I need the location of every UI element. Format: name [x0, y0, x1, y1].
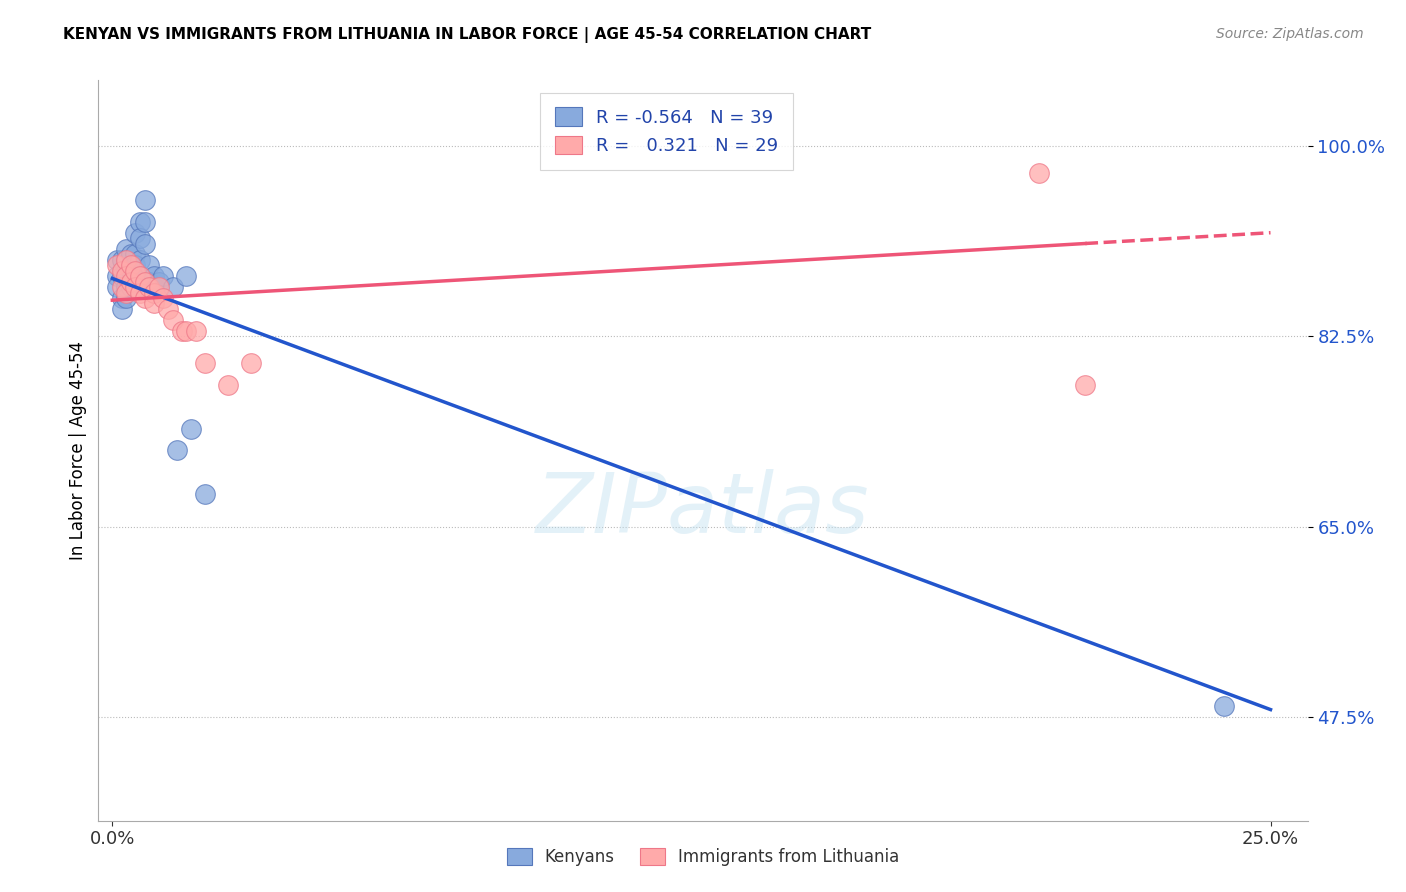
Point	[148, 280, 170, 294]
Point	[124, 280, 146, 294]
Point	[110, 280, 132, 294]
Point	[105, 280, 128, 294]
Point	[120, 280, 142, 294]
Point	[1213, 699, 1236, 714]
Point	[105, 252, 128, 267]
Legend: Kenyans, Immigrants from Lithuania: Kenyans, Immigrants from Lithuania	[498, 840, 908, 875]
Point	[152, 269, 174, 284]
Point	[105, 269, 128, 284]
Point	[115, 242, 138, 256]
Point	[115, 264, 138, 278]
Point	[138, 259, 160, 273]
Point	[115, 291, 138, 305]
Point	[129, 215, 152, 229]
Y-axis label: In Labor Force | Age 45-54: In Labor Force | Age 45-54	[69, 341, 87, 560]
Point	[124, 259, 146, 273]
Point	[120, 247, 142, 261]
Point	[134, 193, 156, 207]
Point	[143, 285, 166, 300]
Point	[110, 269, 132, 284]
Point	[176, 269, 198, 284]
Text: ZIPatlas: ZIPatlas	[536, 469, 870, 550]
Point	[138, 280, 160, 294]
Point	[105, 259, 128, 273]
Point	[152, 291, 174, 305]
Point	[115, 285, 138, 300]
Text: KENYAN VS IMMIGRANTS FROM LITHUANIA IN LABOR FORCE | AGE 45-54 CORRELATION CHART: KENYAN VS IMMIGRANTS FROM LITHUANIA IN L…	[63, 27, 872, 43]
Point	[184, 324, 207, 338]
Point	[110, 264, 132, 278]
Point	[180, 422, 202, 436]
Point	[134, 275, 156, 289]
Point	[143, 296, 166, 310]
Point	[143, 280, 166, 294]
Point	[110, 301, 132, 316]
Legend: R = -0.564   N = 39, R =   0.321   N = 29: R = -0.564 N = 39, R = 0.321 N = 29	[540, 93, 793, 169]
Point	[176, 324, 198, 338]
Point	[194, 487, 217, 501]
Point	[240, 356, 263, 370]
Point	[138, 275, 160, 289]
Point	[129, 252, 152, 267]
Point	[134, 236, 156, 251]
Point	[148, 275, 170, 289]
Point	[162, 313, 184, 327]
Point	[129, 285, 152, 300]
Point	[120, 275, 142, 289]
Point	[129, 231, 152, 245]
Point	[166, 443, 188, 458]
Point	[120, 264, 142, 278]
Point	[115, 269, 138, 284]
Point	[1074, 378, 1097, 392]
Point	[115, 252, 138, 267]
Point	[115, 280, 138, 294]
Point	[124, 280, 146, 294]
Point	[120, 259, 142, 273]
Point	[134, 215, 156, 229]
Point	[129, 269, 152, 284]
Text: Source: ZipAtlas.com: Source: ZipAtlas.com	[1216, 27, 1364, 41]
Point	[124, 226, 146, 240]
Point	[110, 252, 132, 267]
Point	[217, 378, 239, 392]
Point	[110, 291, 132, 305]
Point	[124, 247, 146, 261]
Point	[1028, 166, 1050, 180]
Point	[124, 264, 146, 278]
Point	[194, 356, 217, 370]
Point	[162, 280, 184, 294]
Point	[115, 252, 138, 267]
Point	[134, 291, 156, 305]
Point	[170, 324, 193, 338]
Point	[129, 269, 152, 284]
Point	[143, 269, 166, 284]
Point	[156, 301, 179, 316]
